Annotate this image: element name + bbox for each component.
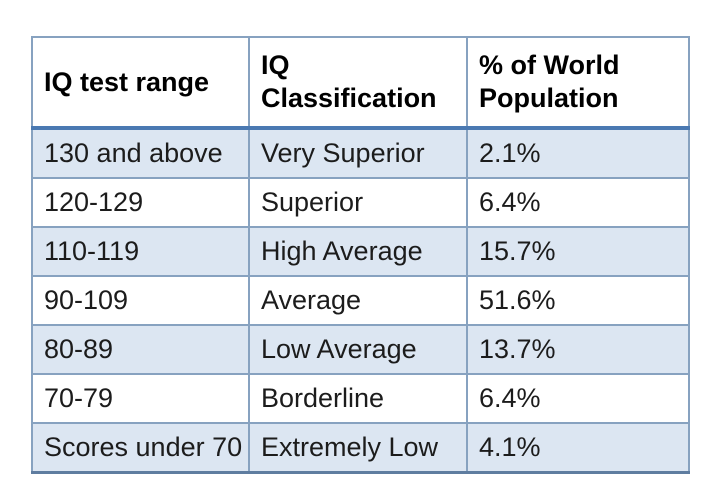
cell-iq-range: Scores under 70 xyxy=(31,422,250,474)
cell-iq-range: 120-129 xyxy=(31,177,250,228)
cell-classification: Borderline xyxy=(248,373,468,424)
table-header-row: IQ test range IQ Classification % of Wor… xyxy=(31,36,690,130)
cell-population: 15.7% xyxy=(466,226,690,277)
col-header-iq-classification: IQ Classification xyxy=(248,36,468,130)
cell-iq-range: 90-109 xyxy=(31,275,250,326)
iq-classification-table: IQ test range IQ Classification % of Wor… xyxy=(31,36,690,474)
cell-population: 6.4% xyxy=(466,373,690,424)
table-row: 120-129 Superior 6.4% xyxy=(31,177,690,228)
table-row: 70-79 Borderline 6.4% xyxy=(31,373,690,424)
cell-classification: High Average xyxy=(248,226,468,277)
table-body: 130 and above Very Superior 2.1% 120-129… xyxy=(31,127,690,474)
table-header: IQ test range IQ Classification % of Wor… xyxy=(31,36,690,130)
col-header-iq-test-range: IQ test range xyxy=(31,36,250,130)
cell-population: 51.6% xyxy=(466,275,690,326)
cell-population: 4.1% xyxy=(466,422,690,474)
table-row: 80-89 Low Average 13.7% xyxy=(31,324,690,375)
cell-iq-range: 70-79 xyxy=(31,373,250,424)
cell-iq-range: 110-119 xyxy=(31,226,250,277)
cell-classification: Superior xyxy=(248,177,468,228)
cell-classification: Low Average xyxy=(248,324,468,375)
cell-classification: Average xyxy=(248,275,468,326)
cell-iq-range: 130 and above xyxy=(31,127,250,179)
table-row: Scores under 70 Extremely Low 4.1% xyxy=(31,422,690,474)
table-row: 110-119 High Average 15.7% xyxy=(31,226,690,277)
cell-population: 6.4% xyxy=(466,177,690,228)
cell-iq-range: 80-89 xyxy=(31,324,250,375)
cell-classification: Very Superior xyxy=(248,127,468,179)
cell-population: 2.1% xyxy=(466,127,690,179)
table-row: 90-109 Average 51.6% xyxy=(31,275,690,326)
cell-classification: Extremely Low xyxy=(248,422,468,474)
table-row: 130 and above Very Superior 2.1% xyxy=(31,127,690,179)
cell-population: 13.7% xyxy=(466,324,690,375)
iq-table-container: IQ test range IQ Classification % of Wor… xyxy=(31,36,690,474)
col-header-world-population: % of World Population xyxy=(466,36,690,130)
